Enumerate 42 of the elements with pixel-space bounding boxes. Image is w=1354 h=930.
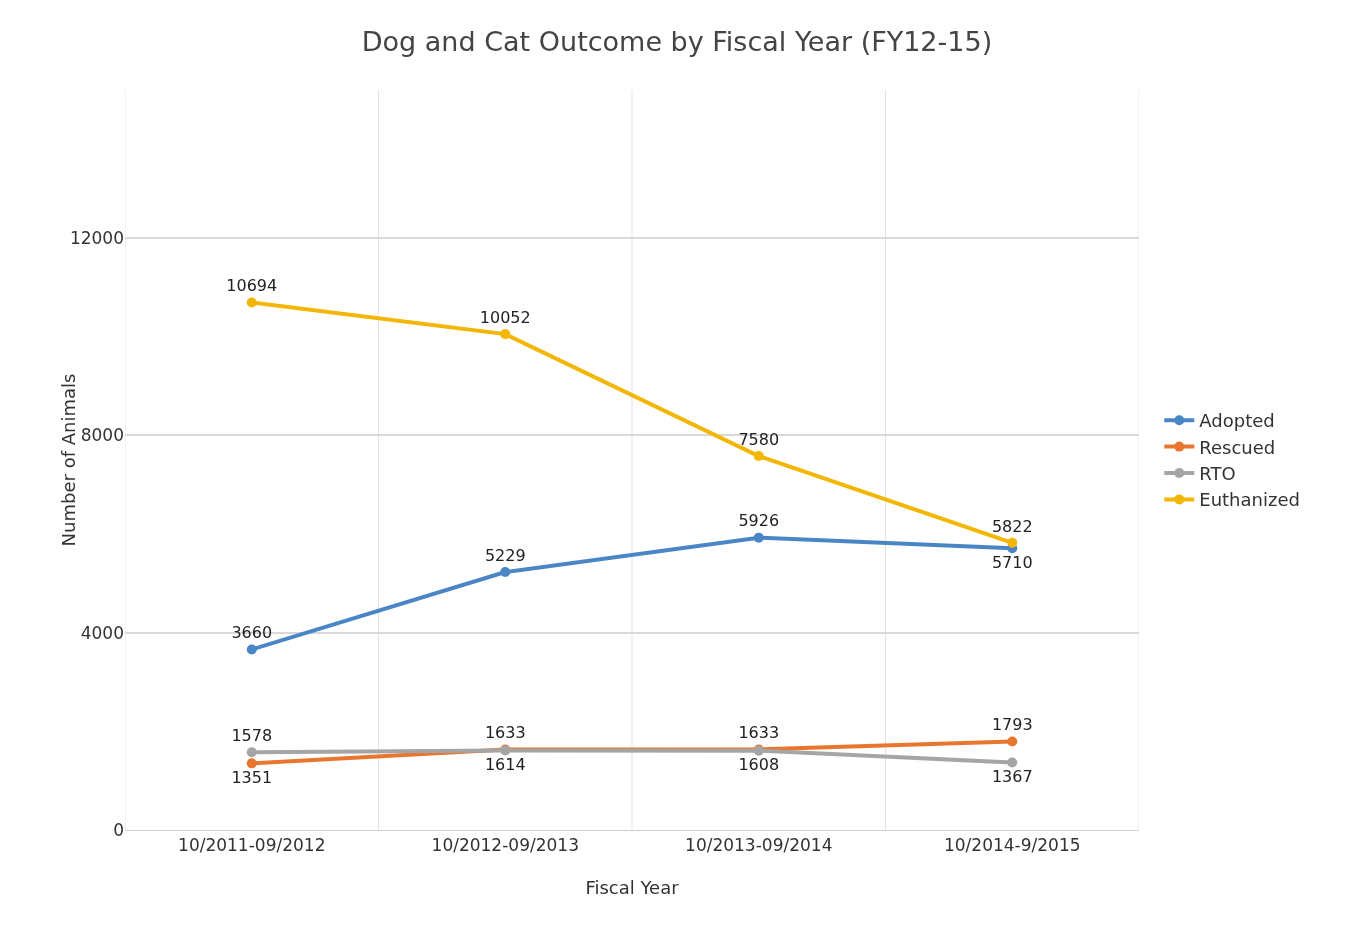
point (1007, 736, 1018, 747)
y-tick-label: 4000 (80, 622, 124, 643)
data-label: 1633 (484, 723, 526, 743)
point (1007, 757, 1018, 768)
data-label: 10052 (479, 307, 531, 327)
data-label: 7580 (738, 429, 780, 449)
data-label: 3660 (231, 623, 273, 643)
y-axis-title: Number of Animals (57, 373, 79, 547)
y-tick-label: 8000 (80, 425, 124, 446)
data-label: 5710 (991, 552, 1033, 572)
x-tick-label: 10/2013-09/2014 (685, 835, 833, 856)
point (246, 758, 257, 769)
data-label: 1351 (231, 767, 273, 787)
point (500, 567, 511, 578)
point (753, 451, 764, 462)
legend-label: Rescued (1199, 436, 1276, 458)
legend-label: Adopted (1199, 410, 1275, 432)
data-label: 5822 (991, 516, 1033, 536)
y-tick-label: 12000 (69, 227, 124, 248)
chart-title: Dog and Cat Outcome by Fiscal Year (FY12-15) (361, 26, 993, 58)
point (753, 532, 764, 543)
data-label: 10694 (226, 276, 278, 296)
x-tick-label: 10/2014-9/2015 (943, 835, 1081, 856)
data-label: 1367 (991, 766, 1033, 786)
data-label: 1614 (484, 754, 526, 774)
data-label: 5926 (738, 511, 780, 531)
x-tick-label: 10/2012-09/2013 (431, 835, 579, 856)
legend-label: Euthanized (1199, 489, 1300, 511)
data-label: 1608 (738, 754, 780, 774)
data-label: 1578 (231, 725, 273, 745)
legend-label: RTO (1199, 463, 1236, 485)
point (246, 297, 257, 308)
x-axis-title: Fiscal Year (585, 877, 680, 898)
point (246, 644, 257, 655)
y-tick-label: 0 (113, 819, 124, 840)
point (500, 329, 511, 340)
data-label: 1633 (738, 723, 780, 743)
point (1007, 537, 1018, 548)
data-label: 1793 (991, 715, 1033, 735)
point (246, 747, 257, 758)
data-label: 5229 (484, 545, 526, 565)
x-tick-label: 10/2011-09/2012 (178, 835, 326, 856)
